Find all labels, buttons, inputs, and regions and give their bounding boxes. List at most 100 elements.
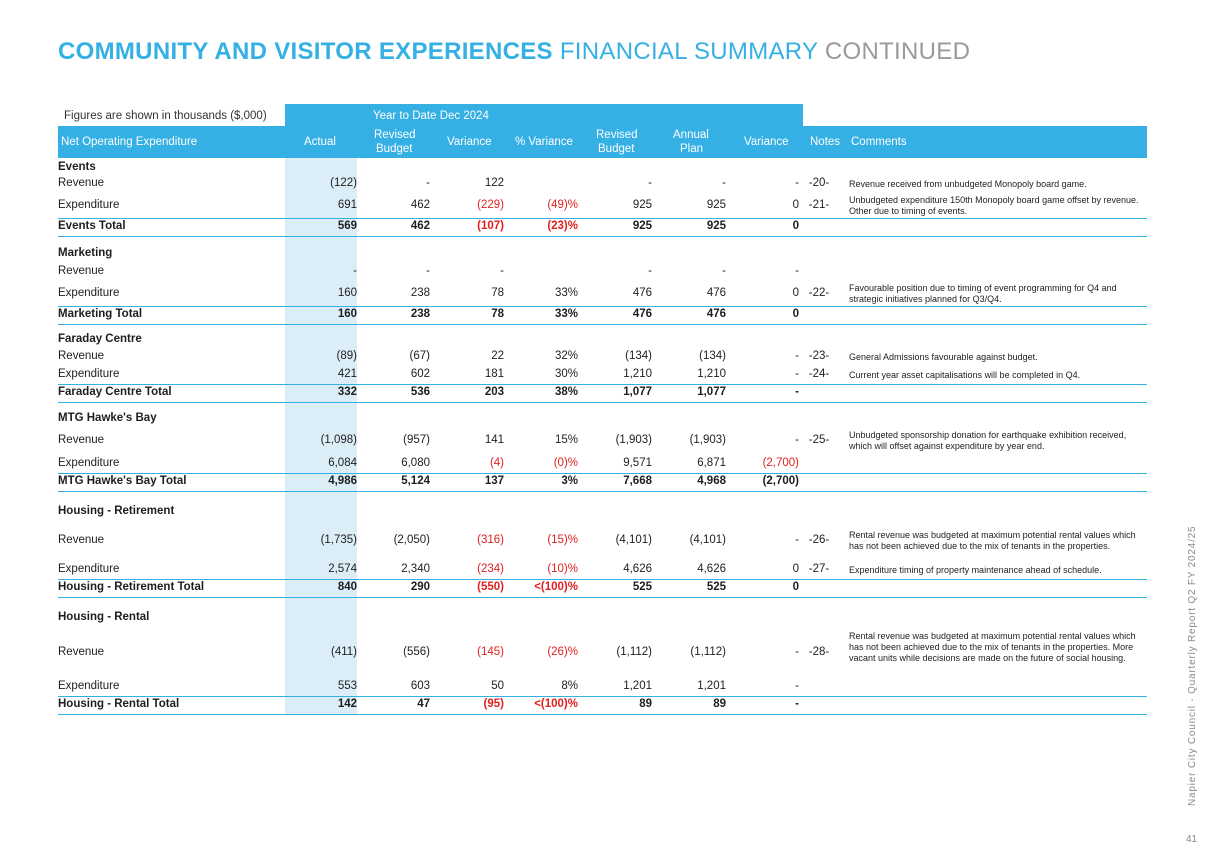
cell-rb2: (1,112)	[616, 646, 652, 658]
page-number: 41	[1186, 834, 1198, 845]
cell-comment: Unbudgeted expenditure 150th Monopoly bo…	[849, 195, 1139, 216]
cell-ap: (1,112)	[690, 646, 726, 658]
cell-pct: 30%	[554, 368, 578, 380]
cell-note: -24-	[808, 368, 830, 380]
total-rule-top	[58, 473, 1147, 474]
cell-var: (145)	[477, 646, 504, 658]
cell-ap: (134)	[699, 350, 726, 362]
cell-note: -28-	[808, 646, 830, 658]
header-variance: Variance	[447, 136, 492, 148]
cell-pct: <(100)%	[534, 581, 578, 593]
cell-note: -20-	[808, 177, 830, 189]
cell-actual: 6,084	[328, 457, 357, 469]
cell-pct: 32%	[554, 350, 578, 362]
row-label: Housing - Retirement Total	[58, 581, 205, 593]
cell-actual: (1,735)	[320, 534, 357, 546]
cell-var2: 0	[792, 563, 799, 575]
cell-comment: Revenue received from unbudgeted Monopol…	[849, 178, 1087, 189]
total-rule-bottom	[58, 714, 1147, 715]
row-label: Revenue	[58, 265, 105, 277]
table-body: Events Revenue (122) - 122 - - - -20- Revenue rec…	[58, 0, 1147, 863]
cell-var2: -	[795, 265, 799, 277]
row-label: Expenditure	[58, 680, 120, 692]
cell-actual: 421	[337, 368, 357, 380]
total-rule-top	[58, 696, 1147, 697]
cell-var: 122	[484, 177, 504, 189]
cell-actual: (89)	[336, 350, 357, 362]
cell-note: -21-	[808, 199, 830, 211]
total-rule-bottom	[58, 236, 1147, 237]
cell-note: -25-	[808, 434, 830, 446]
cell-ap: 89	[713, 698, 726, 710]
cell-note: -22-	[808, 287, 830, 299]
ytd-label: Year to Date Dec 2024	[373, 110, 489, 122]
section-label: Events	[58, 161, 96, 173]
cell-rb2: 925	[632, 220, 652, 232]
side-footer-text: Napier City Council - Quarterly Report Q…	[1187, 525, 1198, 806]
header-revised-budget-ytd-2: Budget	[376, 143, 413, 155]
cell-rb2: 9,571	[623, 457, 652, 469]
figures-note: Figures are shown in thousands ($,000)	[64, 110, 267, 122]
cell-pct: 33%	[554, 308, 578, 320]
cell-ap: 1,210	[697, 368, 726, 380]
cell-ap: 476	[706, 308, 726, 320]
cell-comment: Rental revenue was budgeted at maximum p…	[849, 530, 1136, 551]
cell-comment: Rental revenue was budgeted at maximum p…	[849, 631, 1136, 663]
cell-var: 22	[491, 350, 504, 362]
row-label: Expenditure	[58, 368, 120, 380]
cell-actual: (122)	[330, 177, 357, 189]
table-header: Net Operating Expenditure Actual Revised…	[58, 126, 1147, 158]
cell-var2: (2,700)	[762, 457, 799, 469]
cell-rb2: 89	[639, 698, 652, 710]
cell-rb2: -	[648, 265, 652, 277]
cell-rb: (67)	[409, 350, 430, 362]
cell-pct: <(100)%	[534, 698, 578, 710]
cell-pct: 8%	[561, 680, 578, 692]
cell-rb: 290	[410, 581, 430, 593]
cell-rb2: 525	[632, 581, 652, 593]
row-label: MTG Hawke's Bay Total	[58, 475, 187, 487]
row-label: Revenue	[58, 177, 105, 189]
cell-ap: -	[722, 265, 726, 277]
header-comments: Comments	[851, 136, 907, 148]
row-label: Housing - Rental Total	[58, 698, 180, 710]
cell-actual: (411)	[331, 646, 357, 658]
cell-actual: 553	[337, 680, 357, 692]
cell-rb2: 1,201	[623, 680, 652, 692]
cell-note: -27-	[808, 563, 830, 575]
actual-column-shade	[285, 158, 357, 714]
cell-var2: -	[795, 434, 799, 446]
header-variance2: Variance	[744, 136, 789, 148]
row-label: Revenue	[58, 350, 105, 362]
cell-var: (234)	[477, 563, 504, 575]
row-label: Faraday Centre Total	[58, 386, 172, 398]
total-rule-bottom	[58, 597, 1147, 598]
cell-actual: 2,574	[328, 563, 357, 575]
cell-pct: 38%	[554, 386, 578, 398]
cell-ap: 6,871	[697, 457, 726, 469]
cell-var2: -	[795, 646, 799, 658]
total-rule-bottom	[58, 491, 1147, 492]
cell-var: 137	[484, 475, 504, 487]
cell-var2: (2,700)	[762, 475, 799, 487]
cell-actual: 160	[337, 308, 357, 320]
cell-rb: 238	[410, 287, 430, 299]
cell-var2: 0	[792, 308, 799, 320]
cell-var: 141	[484, 434, 504, 446]
cell-var2: -	[795, 534, 799, 546]
ytd-header-band	[285, 104, 803, 127]
cell-pct: (15)%	[547, 534, 578, 546]
cell-rb: 603	[410, 680, 430, 692]
cell-ap: 476	[706, 287, 726, 299]
title-part3: CONTINUED	[824, 38, 971, 65]
cell-ap: (4,101)	[689, 534, 726, 546]
cell-rb: (2,050)	[393, 534, 430, 546]
cell-rb: (556)	[403, 646, 430, 658]
cell-actual: 332	[337, 386, 357, 398]
cell-rb2: 7,668	[623, 475, 652, 487]
row-label: Expenditure	[58, 457, 120, 469]
header-notes: Notes	[810, 136, 841, 148]
title-part1: COMMUNITY AND VISITOR EXPERIENCES	[58, 38, 553, 65]
total-rule-bottom	[58, 402, 1147, 403]
cell-var: (550)	[477, 581, 504, 593]
